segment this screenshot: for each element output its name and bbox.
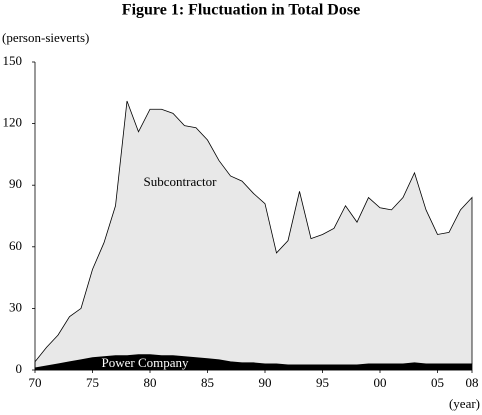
chart-title: Figure 1: Fluctuation in Total Dose [122, 2, 360, 19]
x-tick-label: 08 [466, 375, 479, 390]
y-tick-label: 60 [9, 238, 22, 253]
y-tick-label: 0 [16, 361, 23, 376]
x-tick-label: 05 [431, 375, 444, 390]
x-tick-label: 95 [316, 375, 329, 390]
y-tick-label: 90 [9, 176, 22, 191]
area [34, 100, 473, 369]
series-label: Power Company [101, 355, 189, 370]
y-axis-label: (person-sieverts) [2, 30, 89, 45]
x-tick-label: 70 [29, 375, 42, 390]
y-tick-label: 30 [9, 299, 22, 314]
y-tick-label: 150 [3, 53, 23, 68]
x-tick-label: 75 [86, 375, 99, 390]
x-axis-label: (year) [449, 396, 480, 411]
x-tick-label: 80 [144, 375, 157, 390]
y-tick-label: 120 [3, 115, 23, 130]
x-tick-label: 90 [259, 375, 272, 390]
x-tick-label: 00 [374, 375, 387, 390]
series-label: Subcontractor [144, 174, 218, 189]
x-tick-label: 85 [201, 375, 214, 390]
